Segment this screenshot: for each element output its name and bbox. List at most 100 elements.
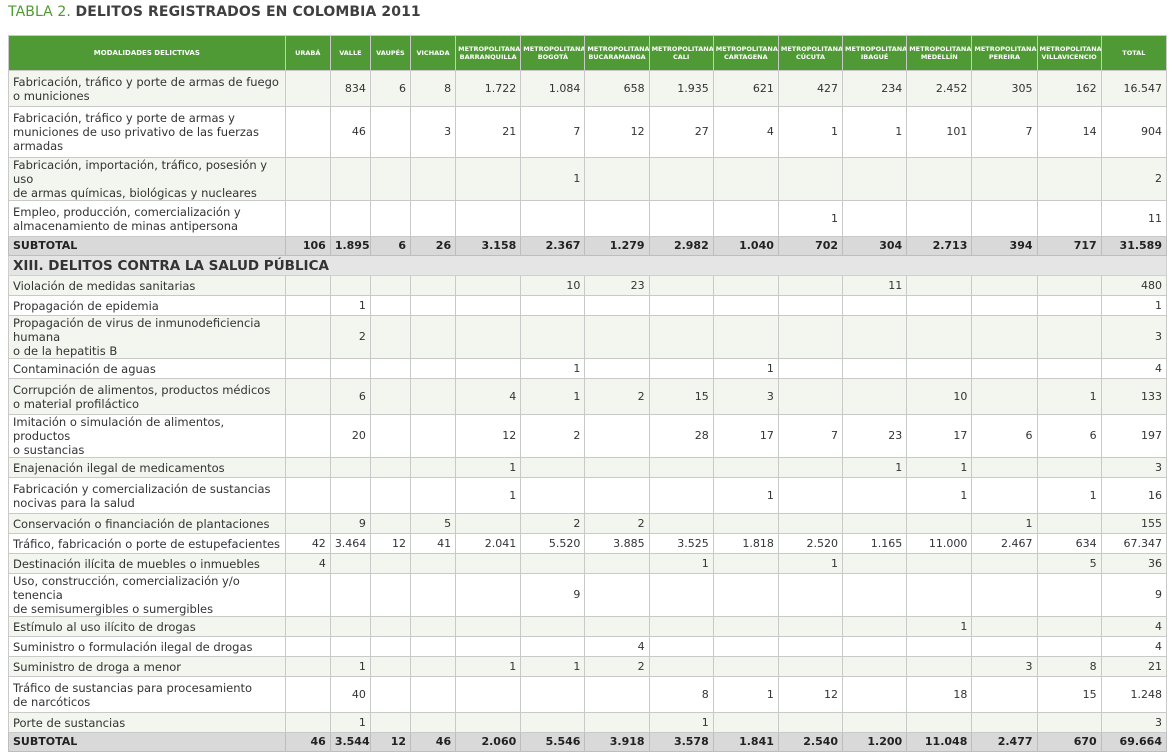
value-cell bbox=[284, 636, 331, 657]
value-cell bbox=[842, 676, 908, 713]
value-cell bbox=[520, 553, 586, 574]
column-header-text: VAUPÉS bbox=[376, 49, 405, 57]
value-cell: 1 bbox=[455, 656, 522, 677]
value-cell bbox=[455, 553, 522, 574]
value-cell bbox=[369, 636, 412, 657]
value-cell bbox=[455, 712, 522, 733]
column-header: METROPOLITANA VILLAVICENCIO bbox=[1036, 35, 1102, 71]
table-row: Propagación de epidemia 1 1 bbox=[8, 295, 1168, 316]
value-cell: 2 bbox=[584, 513, 650, 534]
value-cell bbox=[369, 513, 412, 534]
value-cell: 10 bbox=[520, 275, 586, 296]
value-cell bbox=[777, 656, 844, 677]
row-label: Uso, construcción, comercialización y/o … bbox=[8, 573, 286, 617]
section-header-row: XIII. DELITOS CONTRA LA SALUD PÚBLICA bbox=[8, 255, 1167, 276]
value-cell bbox=[648, 656, 714, 677]
value-cell bbox=[648, 636, 714, 657]
row-label: Violación de medidas sanitarias bbox=[8, 275, 286, 296]
value-cell bbox=[1036, 275, 1102, 296]
value-cell bbox=[712, 157, 779, 201]
table-number: TABLA 2. bbox=[8, 4, 71, 20]
value-cell: 1.084 bbox=[520, 70, 586, 107]
value-cell bbox=[409, 477, 457, 514]
value-cell: 1 bbox=[1036, 378, 1102, 415]
value-cell: 3.525 bbox=[648, 533, 714, 554]
column-header: METROPOLITANA PEREIRA bbox=[971, 35, 1038, 71]
value-cell bbox=[584, 477, 650, 514]
value-cell bbox=[648, 616, 714, 637]
row-label: Porte de sustancias bbox=[8, 712, 286, 733]
column-header-text: BARRANQUILLA bbox=[459, 53, 517, 61]
value-cell bbox=[971, 616, 1038, 637]
total-cell: 9 bbox=[1100, 573, 1168, 617]
value-cell bbox=[712, 295, 779, 316]
row-label-text: Tráfico, fabricación o porte de estupefa… bbox=[13, 536, 281, 551]
value-cell bbox=[777, 616, 844, 637]
value-cell: 2 bbox=[329, 315, 371, 359]
value-cell: 3.158 bbox=[455, 236, 522, 256]
value-cell: 1 bbox=[520, 358, 586, 379]
value-cell bbox=[455, 616, 522, 637]
table-row: Porte de sustancias 1 1 3 bbox=[8, 712, 1168, 733]
table-row: Contaminación de aguas 1 1 4 bbox=[8, 358, 1168, 379]
table-row: Fabricación y comercialización de sustan… bbox=[8, 477, 1168, 514]
value-cell bbox=[842, 616, 908, 637]
value-cell bbox=[1036, 295, 1102, 316]
value-cell bbox=[777, 275, 844, 296]
value-cell: 3 bbox=[971, 656, 1038, 677]
value-cell bbox=[712, 636, 779, 657]
value-cell: 15 bbox=[648, 378, 714, 415]
table-row: Propagación de virus de inmunodeficienci… bbox=[8, 315, 1168, 359]
value-cell: 17 bbox=[906, 414, 973, 458]
value-cell bbox=[584, 616, 650, 637]
value-cell bbox=[648, 513, 714, 534]
table-row: Suministro o formulación ilegal de droga… bbox=[8, 636, 1168, 657]
value-cell: 1 bbox=[971, 513, 1038, 534]
table-row: Suministro de droga a menor 1 1 1 2 3 8 21 bbox=[8, 656, 1168, 677]
value-cell: 12 bbox=[584, 106, 650, 158]
value-cell: 2.041 bbox=[455, 533, 522, 554]
value-cell: 3.578 bbox=[648, 732, 714, 752]
header-row: MODALIDADES DELICTIVAS URABÁ VALLE VAUPÉS VI… bbox=[8, 35, 1168, 71]
value-cell bbox=[284, 70, 331, 107]
value-cell bbox=[648, 200, 714, 237]
row-label-text: o sustancias bbox=[13, 443, 85, 457]
value-cell: 8 bbox=[648, 676, 714, 713]
value-cell bbox=[369, 157, 412, 201]
value-cell bbox=[906, 553, 973, 574]
value-cell bbox=[971, 200, 1038, 237]
table-row: Tráfico, fabricación o porte de estupefa… bbox=[8, 533, 1168, 554]
value-cell bbox=[284, 457, 331, 478]
value-cell bbox=[369, 106, 412, 158]
value-cell bbox=[369, 295, 412, 316]
value-cell: 4 bbox=[712, 106, 779, 158]
column-header: METROPOLITANA BUCARAMANGA bbox=[584, 35, 650, 71]
column-header-text: METROPOLITANA bbox=[715, 45, 778, 53]
value-cell bbox=[777, 636, 844, 657]
value-cell bbox=[712, 457, 779, 478]
row-label: Suministro de droga a menor bbox=[8, 656, 286, 677]
total-cell: 31.589 bbox=[1100, 236, 1168, 256]
value-cell bbox=[842, 656, 908, 677]
value-cell: 1 bbox=[777, 200, 844, 237]
value-cell bbox=[369, 553, 412, 574]
row-label-text: o municiones bbox=[13, 88, 90, 103]
value-cell: 6 bbox=[329, 378, 371, 415]
value-cell bbox=[329, 553, 371, 574]
value-cell bbox=[971, 315, 1038, 359]
total-cell: 4 bbox=[1100, 616, 1168, 637]
value-cell bbox=[455, 275, 522, 296]
row-label-text: municiones de uso privativo de las fuerz… bbox=[13, 125, 259, 139]
value-cell bbox=[906, 712, 973, 733]
value-cell: 4 bbox=[584, 636, 650, 657]
value-cell bbox=[842, 513, 908, 534]
value-cell: 1 bbox=[520, 378, 586, 415]
value-cell: 2.467 bbox=[971, 533, 1038, 554]
total-cell: 67.347 bbox=[1100, 533, 1168, 554]
value-cell bbox=[520, 200, 586, 237]
value-cell: 1 bbox=[906, 477, 973, 514]
value-cell bbox=[284, 315, 331, 359]
value-cell bbox=[971, 275, 1038, 296]
value-cell bbox=[409, 573, 457, 617]
value-cell: 1.895 bbox=[329, 236, 371, 256]
